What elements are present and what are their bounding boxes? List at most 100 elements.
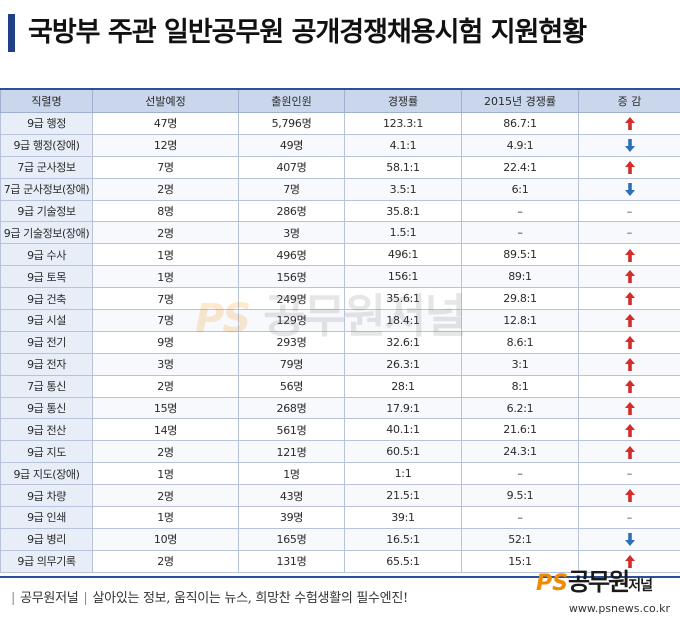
cell-change	[578, 352, 680, 376]
arrow-down-icon	[624, 533, 635, 547]
arrow-up-icon	[624, 489, 635, 503]
table-row: 9급 행정(장애) 12명 49명 4.1:1 4.9:1	[0, 133, 680, 157]
cell-change	[578, 330, 680, 354]
table-row: 7급 통신 2명 56명 28:1 8:1	[0, 374, 680, 398]
cell-planned: 15명	[92, 396, 239, 420]
table-row: 9급 시설 7명 129명 18.4:1 12.8:1	[0, 309, 680, 332]
cell-job-series: 9급 전산	[0, 418, 93, 442]
cell-planned: 1명	[92, 265, 239, 289]
cell-planned: 7명	[92, 309, 239, 332]
cell-applicants: 79명	[238, 352, 345, 376]
cell-planned: 2명	[92, 549, 239, 573]
cell-change	[578, 265, 680, 289]
cell-planned: 10명	[92, 527, 239, 551]
arrow-up-icon	[624, 401, 635, 415]
cell-ratio: 21.5:1	[344, 484, 462, 508]
cell-change	[578, 396, 680, 420]
cell-applicants: 561명	[238, 418, 345, 442]
cell-ratio: 16.5:1	[344, 527, 462, 551]
cell-planned: 2명	[92, 221, 239, 245]
cell-applicants: 286명	[238, 199, 345, 223]
cell-ratio: 156:1	[344, 265, 462, 289]
cell-ratio: 39:1	[344, 506, 462, 529]
cell-planned: 7명	[92, 287, 239, 311]
cell-ratio-2015: 9.5:1	[461, 484, 579, 508]
cell-ratio-2015: –	[461, 462, 579, 486]
cell-job-series: 9급 지도	[0, 440, 93, 464]
arrow-up-icon	[624, 445, 635, 459]
cell-ratio: 123.3:1	[344, 112, 462, 135]
table-row: 9급 기술정보(장애) 2명 3명 1.5:1– –	[0, 221, 680, 245]
cell-ratio-2015: –	[461, 199, 579, 223]
cell-applicants: 165명	[238, 527, 345, 551]
cell-applicants: 56명	[238, 374, 345, 398]
cell-job-series: 9급 통신	[0, 396, 93, 420]
cell-applicants: 7명	[238, 177, 345, 201]
table-row: 9급 전산 14명 561명 40.1:1 21.6:1	[0, 418, 680, 442]
cell-change: –	[578, 506, 680, 529]
table-row: 9급 건축 7명 249명 35.6:1 29.8:1	[0, 287, 680, 311]
cell-planned: 2명	[92, 177, 239, 201]
cell-change	[578, 309, 680, 332]
cell-job-series: 7급 통신	[0, 374, 93, 398]
table-row: 9급 수사 1명 496명 496:1 89.5:1	[0, 243, 680, 267]
cell-ratio-2015: 24.3:1	[461, 440, 579, 464]
cell-change	[578, 549, 680, 573]
arrow-up-icon	[624, 314, 635, 328]
cell-ratio: 26.3:1	[344, 352, 462, 376]
applications-table: 직렬명 선발예정 출원인원 경쟁률 2015년 경쟁률 증 감 9급 행정 47명…	[0, 88, 680, 573]
table-body: 9급 행정 47명 5,796명 123.3:1 86.7:1 9급 행정(장애) 12명 4…	[0, 112, 680, 573]
cell-job-series: 9급 의무기록	[0, 549, 93, 573]
cell-job-series: 9급 지도(장애)	[0, 462, 93, 486]
cell-ratio-2015: 29.8:1	[461, 287, 579, 311]
cell-ratio: 60.5:1	[344, 440, 462, 464]
header-applicants: 출원인원	[238, 88, 345, 113]
cell-ratio-2015: –	[461, 221, 579, 245]
cell-planned: 2명	[92, 440, 239, 464]
no-change-dash: –	[626, 226, 633, 240]
cell-planned: 3명	[92, 352, 239, 376]
header-ratio-2015: 2015년 경쟁률	[461, 88, 579, 113]
cell-job-series: 9급 기술정보(장애)	[0, 221, 93, 245]
cell-planned: 9명	[92, 330, 239, 354]
cell-change	[578, 177, 680, 201]
table-header-row: 직렬명 선발예정 출원인원 경쟁률 2015년 경쟁률 증 감	[0, 88, 680, 113]
cell-planned: 2명	[92, 374, 239, 398]
psnews-logo: PS공무원저널 www.psnews.co.kr	[536, 562, 676, 622]
footer-text: | 공무원저널 | 살아있는 정보, 움직이는 뉴스, 희망찬 수험생활의 필수엔진!	[11, 591, 409, 606]
header-change: 증 감	[578, 88, 680, 113]
cell-job-series: 9급 차량	[0, 484, 93, 508]
table-row: 9급 전자 3명 79명 26.3:1 3:1	[0, 352, 680, 376]
footer-tagline: 살아있는 정보, 움직이는 뉴스, 희망찬 수험생활의 필수엔진!	[92, 591, 409, 606]
header-job-series: 직렬명	[0, 88, 93, 113]
cell-planned: 14명	[92, 418, 239, 442]
arrow-down-icon	[624, 139, 635, 153]
arrow-up-icon	[624, 336, 635, 350]
no-change-dash: –	[626, 467, 633, 481]
table-row: 9급 통신 15명 268명 17.9:1 6.2:1	[0, 396, 680, 420]
logo-ps: PS	[536, 571, 568, 596]
cell-ratio-2015: 21.6:1	[461, 418, 579, 442]
cell-ratio-2015: 4.9:1	[461, 133, 579, 157]
cell-planned: 1명	[92, 462, 239, 486]
cell-job-series: 9급 병리	[0, 527, 93, 551]
cell-ratio: 1.5:1	[344, 221, 462, 245]
cell-applicants: 3명	[238, 221, 345, 245]
cell-applicants: 131명	[238, 549, 345, 573]
cell-change	[578, 484, 680, 508]
footer-brand: 공무원저널	[20, 591, 79, 606]
cell-job-series: 7급 군사정보(장애)	[0, 177, 93, 201]
cell-ratio-2015: 52:1	[461, 527, 579, 551]
cell-ratio: 35.8:1	[344, 199, 462, 223]
arrow-up-icon	[624, 160, 635, 174]
cell-planned: 2명	[92, 484, 239, 508]
cell-ratio: 32.6:1	[344, 330, 462, 354]
arrow-down-icon	[624, 182, 635, 196]
cell-job-series: 9급 전자	[0, 352, 93, 376]
cell-change	[578, 243, 680, 267]
cell-change	[578, 112, 680, 135]
footer-rule	[0, 576, 680, 578]
table-row: 9급 의무기록 2명 131명 65.5:1 15:1	[0, 549, 680, 573]
cell-change	[578, 440, 680, 464]
cell-job-series: 7급 군사정보	[0, 155, 93, 179]
